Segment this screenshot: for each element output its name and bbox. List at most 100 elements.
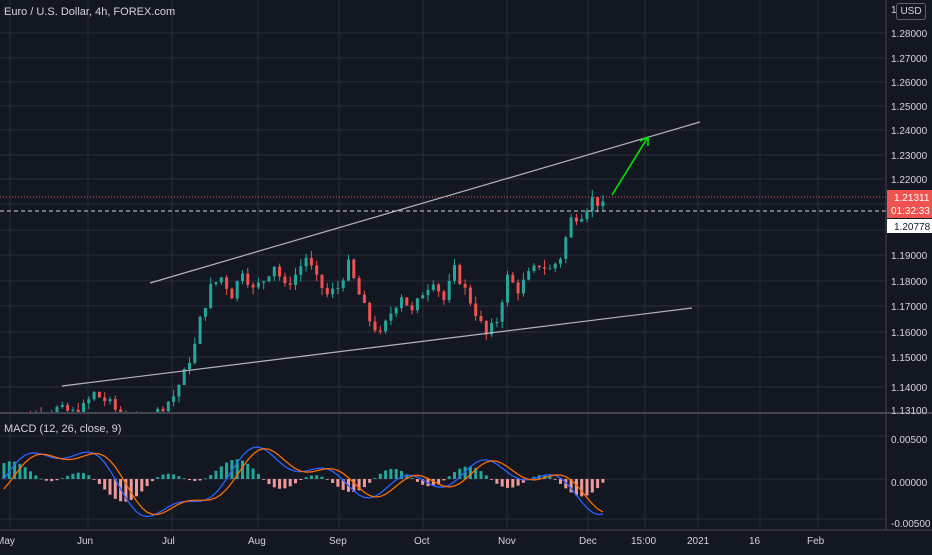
price-axis-tick: 1.19000 [891, 251, 928, 262]
upper-trendline[interactable] [149, 121, 701, 284]
candle-body [463, 283, 467, 288]
candle-body [320, 274, 324, 288]
candle-body [256, 282, 260, 288]
candle-body [569, 217, 573, 238]
candle-body [559, 258, 562, 264]
candle-body [309, 257, 313, 266]
macd-histogram-bar [468, 466, 472, 479]
time-axis[interactable]: May Jun Jul Aug Sep Oct Nov Dec 15:00 20… [0, 536, 825, 547]
macd-histogram-bar [474, 467, 478, 479]
macd-histogram-bar [283, 479, 287, 489]
macd-histogram-bar [325, 479, 329, 480]
macd-histogram-bar [97, 479, 101, 484]
macd-histogram-bar [135, 479, 138, 497]
macd-histogram-bar [336, 479, 340, 487]
macd-histogram-bar [44, 479, 48, 481]
macd-histogram-bar [60, 478, 64, 480]
price-axis-tick: 1.24000 [891, 126, 928, 137]
macd-histogram-bar [463, 466, 467, 479]
price-axis-tick: 1.15000 [891, 353, 928, 364]
candle-body [400, 297, 403, 308]
candle-body [426, 289, 430, 296]
candle-body [468, 287, 472, 304]
candle-body [601, 201, 605, 206]
price-axis-tick: 1.14000 [891, 383, 928, 394]
candle-body [336, 287, 340, 289]
candle-body [119, 409, 123, 412]
macd-indicator-title[interactable]: MACD (12, 26, close, 9) [4, 423, 122, 435]
price-tag: 1.21311 [894, 193, 930, 204]
macd-histogram-bar [288, 479, 292, 487]
macd-histogram-bar [580, 479, 584, 497]
candle-body [415, 298, 419, 311]
lower-trendline[interactable] [61, 307, 693, 387]
currency-button[interactable]: USD [896, 3, 926, 20]
candle-body [315, 265, 319, 275]
macd-histogram-bar [458, 468, 462, 479]
candle-body [341, 280, 345, 288]
candle-body [447, 280, 451, 301]
candle-body [103, 397, 107, 402]
candle-body [564, 237, 568, 259]
macd-histogram-bar [172, 474, 176, 479]
symbol-title[interactable]: Euro / U.S. Dollar, 4h, FOREX.com [4, 6, 176, 18]
macd-histogram-bar [267, 479, 271, 485]
candle-body [108, 399, 112, 402]
macd-histogram-bar [272, 479, 276, 488]
price-axis-tick: 1.28000 [891, 29, 928, 40]
macd-histogram-bar [341, 479, 345, 490]
candle-body [230, 288, 234, 299]
macd-histogram-bar [13, 461, 17, 479]
macd-histogram-bar [384, 470, 388, 479]
projection-arrow[interactable] [611, 136, 649, 196]
candle-body [410, 305, 414, 311]
candle-body [442, 291, 446, 301]
candle-body [66, 405, 70, 411]
macd-histogram-bar [521, 479, 525, 483]
macd-histogram-bar [553, 479, 557, 480]
candle-body [384, 320, 388, 332]
candle-body [490, 323, 494, 335]
macd-histogram-bar [559, 479, 562, 484]
macd-histogram-bar [76, 472, 80, 479]
candle-body [352, 259, 356, 278]
candle-body [225, 277, 229, 289]
macd-histogram-bar [389, 468, 393, 479]
time-axis-label: Oct [414, 536, 430, 547]
macd-histogram-bar [55, 479, 59, 481]
macd-histogram-bar [574, 479, 578, 496]
candle-body [182, 369, 186, 385]
macd-histogram-bar [405, 474, 409, 479]
candle-body [92, 391, 96, 400]
macd-histogram-bar [18, 463, 22, 479]
macd-histogram-bar [294, 479, 297, 484]
candle-body [188, 362, 191, 370]
price-axis[interactable]: 1. 1.28000 1.27000 1.26000 1.25000 1.240… [887, 5, 932, 530]
candle-body [357, 277, 361, 295]
macd-histogram-bar [453, 472, 456, 479]
macd-histogram-bar [543, 475, 547, 479]
macd-histogram-bar [23, 467, 27, 479]
candle-body [585, 210, 589, 220]
candle-body [516, 282, 520, 294]
macd-histogram-bar [278, 479, 282, 489]
macd-pane [2, 446, 605, 518]
drawings[interactable] [61, 121, 701, 387]
macd-histogram-bar [564, 479, 568, 489]
countdown-tag: 01:32:33 [891, 206, 930, 217]
candle-body [484, 321, 488, 335]
macd-histogram-bar [352, 479, 356, 492]
candle-body [97, 391, 101, 398]
macd-histogram-bar [2, 463, 6, 479]
candle-body [331, 288, 335, 295]
price-axis-tick: 1.22000 [891, 175, 928, 186]
macd-histogram-bar [188, 479, 191, 481]
macd-histogram-bar [209, 475, 213, 479]
candle-body [325, 287, 329, 295]
candle-body [511, 274, 515, 283]
candle-body [437, 284, 441, 292]
candle-body [527, 271, 531, 280]
candle-body [198, 316, 202, 344]
